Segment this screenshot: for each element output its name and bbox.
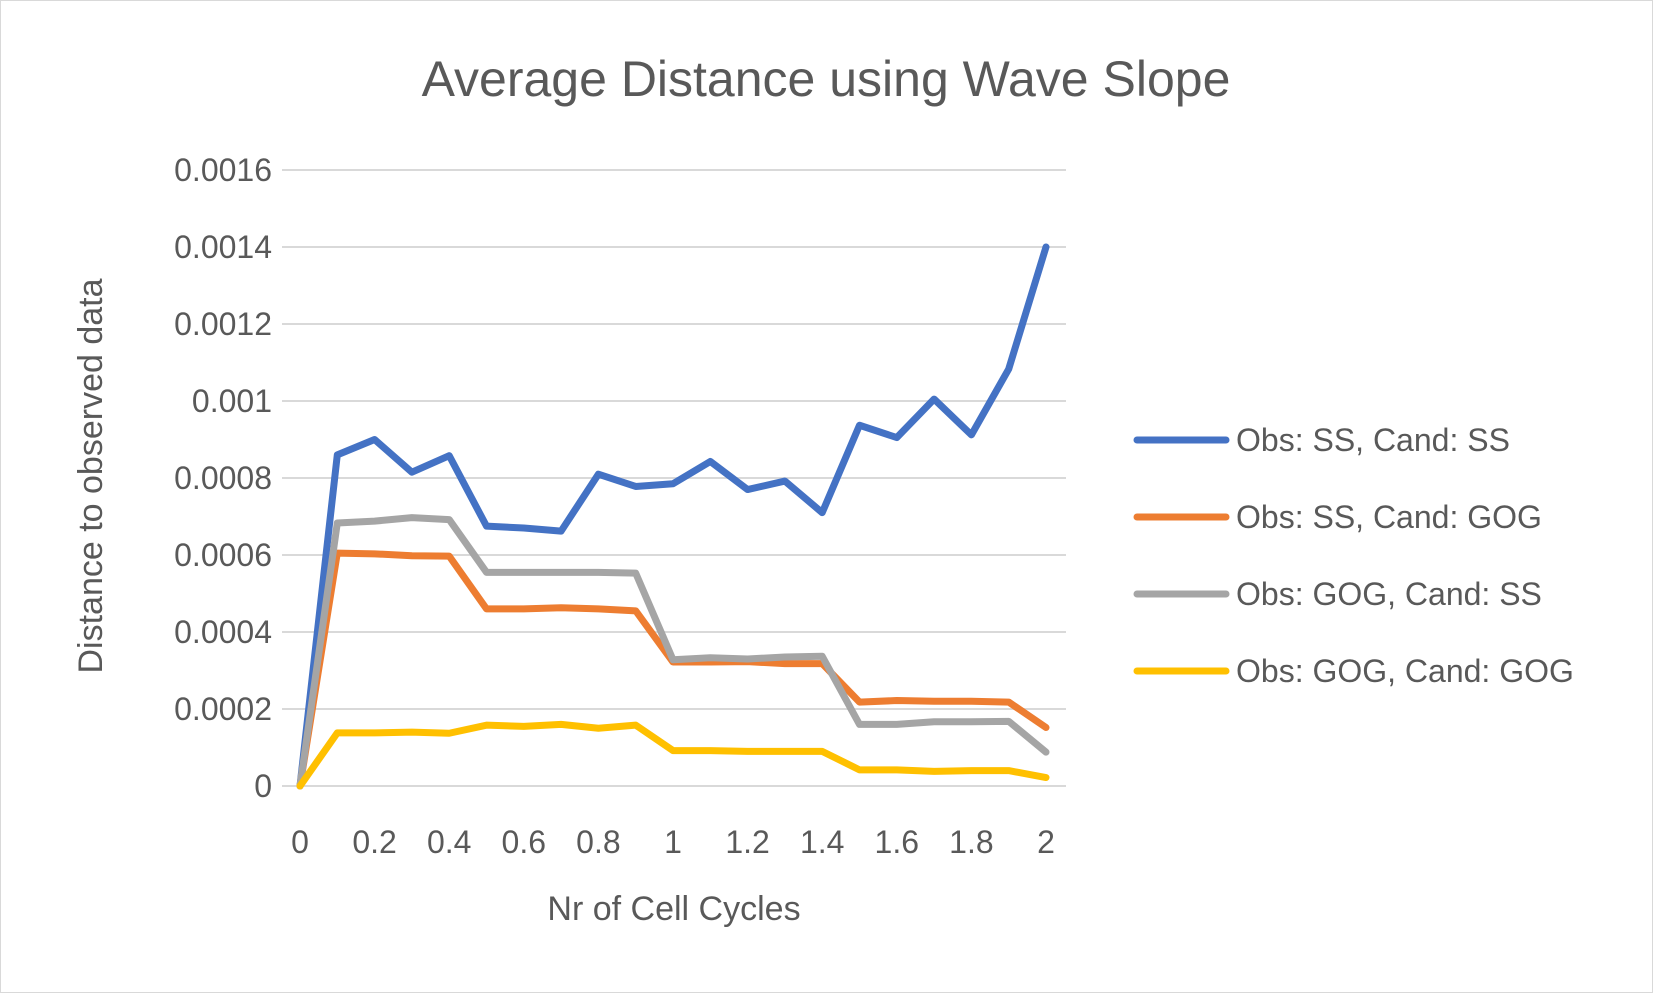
x-tick-label: 1.8 xyxy=(949,824,993,860)
y-tick-label: 0 xyxy=(254,768,272,804)
y-tick-label: 0.001 xyxy=(192,383,272,419)
y-tick-label: 0.0008 xyxy=(174,460,272,496)
x-tick-label: 1 xyxy=(664,824,682,860)
series-line-4 xyxy=(296,720,1050,790)
series-lines xyxy=(296,243,1050,790)
x-tick-label: 0.2 xyxy=(352,824,396,860)
y-tick-label: 0.0006 xyxy=(174,537,272,573)
x-tick-label: 1.4 xyxy=(800,824,844,860)
legend-label: Obs: GOG, Cand: GOG xyxy=(1236,653,1574,689)
x-axis-title: Nr of Cell Cycles xyxy=(547,890,800,928)
y-tick-label: 0.0012 xyxy=(174,306,272,342)
x-tick-label: 1.6 xyxy=(875,824,919,860)
series-line-3 xyxy=(296,514,1050,790)
y-tick-label: 0.0014 xyxy=(174,229,272,265)
y-axis-ticks: 0 0.0002 0.0004 0.0006 0.0008 0.001 0.0012 0.00… xyxy=(174,152,272,804)
legend-label: Obs: SS, Cand: SS xyxy=(1236,422,1510,458)
y-axis-title: Distance to observed data xyxy=(72,278,110,673)
x-tick-label: 0.6 xyxy=(502,824,546,860)
x-axis-ticks: 0 0.2 0.4 0.6 0.8 1 1.2 1.4 1.6 1.8 2 xyxy=(291,824,1055,860)
y-tick-label: 0.0004 xyxy=(174,614,272,650)
x-tick-label: 0 xyxy=(291,824,309,860)
x-tick-label: 1.2 xyxy=(725,824,769,860)
x-tick-label: 0.4 xyxy=(427,824,471,860)
y-tick-label: 0.0016 xyxy=(174,152,272,188)
gridlines xyxy=(282,169,1066,787)
series-line-1 xyxy=(296,243,1050,790)
chart-title: Average Distance using Wave Slope xyxy=(422,51,1231,107)
y-tick-label: 0.0002 xyxy=(174,691,272,727)
x-tick-label: 2 xyxy=(1037,824,1055,860)
legend-label: Obs: SS, Cand: GOG xyxy=(1236,499,1542,535)
x-tick-label: 0.8 xyxy=(576,824,620,860)
legend: Obs: SS, Cand: SS Obs: SS, Cand: GOG Obs: … xyxy=(1133,422,1574,689)
legend-label: Obs: GOG, Cand: SS xyxy=(1236,576,1542,612)
